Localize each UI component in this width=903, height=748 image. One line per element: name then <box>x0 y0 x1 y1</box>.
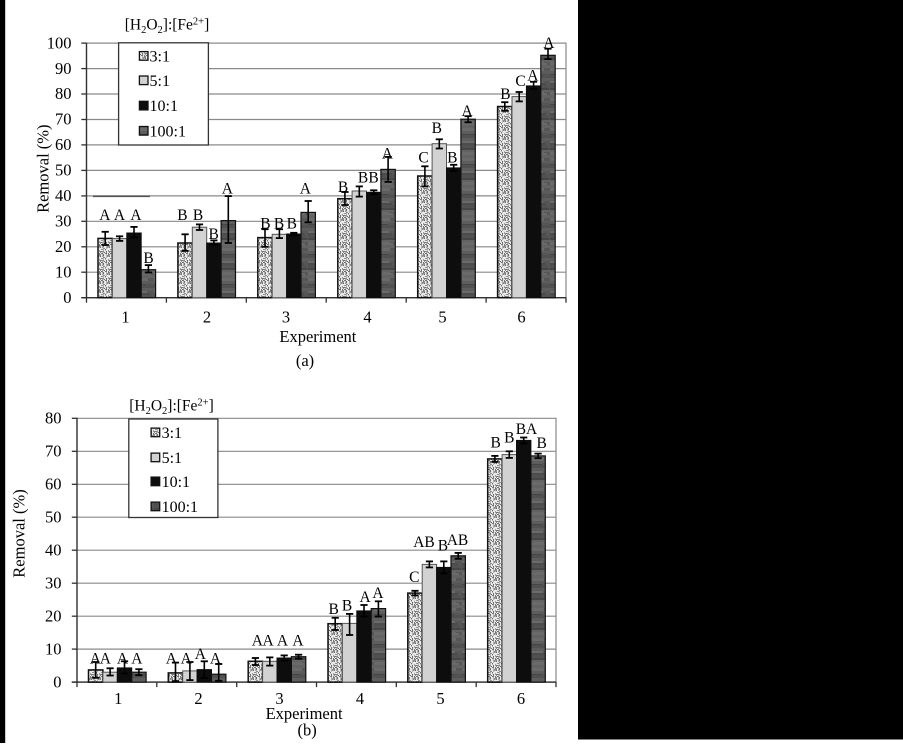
svg-text:90: 90 <box>55 59 72 78</box>
svg-text:2: 2 <box>194 689 202 708</box>
svg-text:B: B <box>143 250 153 267</box>
svg-text:B: B <box>193 207 203 224</box>
svg-text:A: A <box>252 633 264 650</box>
svg-text:A: A <box>300 181 312 198</box>
svg-text:30: 30 <box>55 212 72 231</box>
svg-text:100: 100 <box>47 33 72 52</box>
svg-text:A: A <box>114 207 126 224</box>
svg-text:B: B <box>537 435 547 452</box>
svg-text:100:1: 100:1 <box>162 499 198 516</box>
svg-text:B: B <box>447 149 457 166</box>
svg-text:(a): (a) <box>296 351 314 370</box>
svg-text:B: B <box>358 169 368 186</box>
svg-text:(b): (b) <box>297 721 316 740</box>
svg-text:6: 6 <box>517 689 525 708</box>
svg-text:10: 10 <box>45 639 62 658</box>
svg-text:A: A <box>131 650 143 667</box>
svg-text:0: 0 <box>63 288 71 307</box>
svg-text:[H2O2]:[Fe2+]: [H2O2]:[Fe2+] <box>129 397 214 417</box>
svg-text:A: A <box>90 650 102 667</box>
svg-text:B: B <box>338 179 348 196</box>
svg-text:B: B <box>368 169 378 186</box>
svg-text:A: A <box>195 646 207 663</box>
svg-text:B: B <box>504 430 514 447</box>
svg-text:20: 20 <box>55 237 72 256</box>
svg-text:B: B <box>177 207 187 224</box>
svg-text:Removal (%): Removal (%) <box>10 489 29 577</box>
svg-text:20: 20 <box>45 606 62 625</box>
svg-text:3:1: 3:1 <box>162 425 182 442</box>
svg-text:C: C <box>418 149 428 166</box>
svg-text:A: A <box>181 650 193 667</box>
svg-text:A: A <box>222 181 234 198</box>
svg-text:4: 4 <box>363 308 371 327</box>
svg-text:6: 6 <box>517 308 525 327</box>
svg-text:1: 1 <box>121 308 129 327</box>
svg-text:60: 60 <box>55 135 72 154</box>
svg-text:A: A <box>292 633 304 650</box>
svg-text:A: A <box>382 145 394 162</box>
svg-text:5: 5 <box>438 308 446 327</box>
svg-text:C: C <box>409 569 419 586</box>
svg-text:70: 70 <box>55 110 72 129</box>
svg-text:A: A <box>359 589 371 606</box>
svg-text:AB: AB <box>413 534 435 551</box>
svg-text:10:1: 10:1 <box>162 474 190 491</box>
svg-text:A: A <box>117 650 129 667</box>
svg-text:50: 50 <box>55 161 72 180</box>
svg-text:B: B <box>432 120 442 137</box>
svg-text:40: 40 <box>45 540 62 559</box>
svg-text:A: A <box>210 650 222 667</box>
svg-text:B: B <box>287 216 297 233</box>
svg-text:[H2O2]:[Fe2+]: [H2O2]:[Fe2+] <box>125 17 210 37</box>
svg-text:A: A <box>166 650 178 667</box>
svg-text:100:1: 100:1 <box>150 123 186 140</box>
svg-text:2: 2 <box>203 308 211 327</box>
svg-text:B: B <box>209 226 219 243</box>
svg-text:3: 3 <box>282 308 290 327</box>
svg-text:A: A <box>527 67 539 84</box>
svg-text:B: B <box>500 86 510 103</box>
svg-text:AB: AB <box>447 532 469 549</box>
svg-text:A: A <box>130 207 142 224</box>
svg-text:BA: BA <box>516 421 538 438</box>
svg-text:Experiment: Experiment <box>266 704 343 723</box>
svg-text:B: B <box>274 216 284 233</box>
svg-text:5:1: 5:1 <box>162 450 182 467</box>
svg-text:60: 60 <box>45 475 62 494</box>
svg-text:40: 40 <box>55 186 72 205</box>
svg-text:5:1: 5:1 <box>150 73 170 90</box>
svg-text:4: 4 <box>356 689 364 708</box>
svg-text:50: 50 <box>45 508 62 527</box>
svg-text:B: B <box>329 601 339 618</box>
svg-text:0: 0 <box>53 672 61 691</box>
svg-text:C: C <box>515 73 525 90</box>
svg-text:3: 3 <box>275 689 283 708</box>
svg-text:A: A <box>100 650 112 667</box>
svg-text:A: A <box>543 35 555 52</box>
svg-text:80: 80 <box>45 409 62 428</box>
svg-text:3:1: 3:1 <box>150 48 170 65</box>
svg-text:B: B <box>342 597 352 614</box>
svg-text:B: B <box>438 537 448 554</box>
svg-text:10:1: 10:1 <box>150 98 178 115</box>
svg-text:A: A <box>461 103 473 120</box>
svg-text:10: 10 <box>55 262 72 281</box>
svg-text:B: B <box>491 435 501 452</box>
svg-text:A: A <box>372 585 384 602</box>
svg-text:70: 70 <box>45 442 62 461</box>
svg-text:5: 5 <box>436 689 444 708</box>
svg-text:30: 30 <box>45 573 62 592</box>
svg-text:80: 80 <box>55 84 72 103</box>
svg-text:A: A <box>277 633 289 650</box>
svg-text:A: A <box>262 633 274 650</box>
svg-text:Experiment: Experiment <box>279 327 356 346</box>
svg-text:B: B <box>260 216 270 233</box>
svg-text:1: 1 <box>114 689 122 708</box>
svg-text:A: A <box>99 207 111 224</box>
svg-text:Removal (%): Removal (%) <box>34 124 53 212</box>
